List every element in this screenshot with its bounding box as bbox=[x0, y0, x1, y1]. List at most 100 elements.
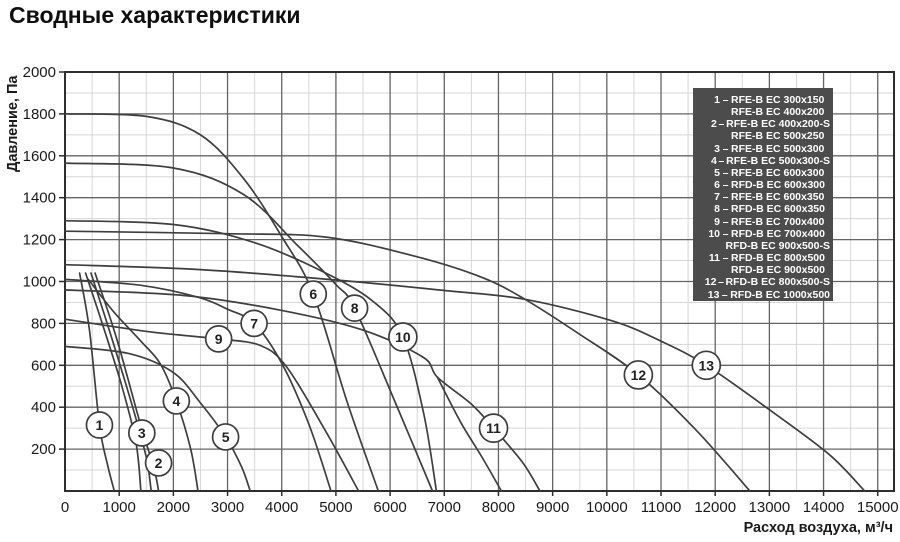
legend-dash: – bbox=[722, 166, 729, 179]
legend-dash: – bbox=[718, 276, 724, 289]
x-tick-label: 9000 bbox=[536, 499, 569, 516]
legend-dash bbox=[720, 130, 731, 142]
legend: 1– RFE-B EC 300x150 RFE-B EC 400x200 2– RFE-… bbox=[693, 88, 833, 301]
legend-model-label: RFE-B EC 500x300-S bbox=[726, 154, 830, 167]
svg-text:9: 9 bbox=[215, 331, 223, 347]
y-tick-label: 1200 bbox=[23, 232, 56, 249]
legend-model-label: RFE-B EC 600x350 bbox=[731, 191, 825, 204]
legend-row: 1– RFE-B EC 300x150 bbox=[700, 94, 830, 106]
legend-model-label: RFD-B EC 600x350 bbox=[731, 203, 825, 216]
legend-row: 10– RFD-B EC 700x400 bbox=[700, 228, 830, 240]
legend-curve-number: 2 bbox=[711, 118, 717, 131]
svg-text:7: 7 bbox=[250, 315, 258, 331]
y-tick-label: 1800 bbox=[23, 106, 56, 123]
curve-5 bbox=[64, 345, 252, 492]
legend-dash: – bbox=[722, 191, 729, 204]
curve-label-3: 3 bbox=[127, 419, 156, 447]
curve-3 bbox=[84, 272, 142, 492]
legend-model-label: RFE-B EC 500x300 bbox=[731, 142, 825, 155]
curve-6 bbox=[64, 113, 380, 492]
legend-curve-number: 4 bbox=[711, 154, 717, 167]
y-tick-label: 400 bbox=[31, 399, 56, 416]
svg-text:8: 8 bbox=[351, 300, 359, 316]
curve-label-2: 2 bbox=[144, 449, 173, 477]
y-tick-label: 600 bbox=[31, 357, 56, 374]
chart-title: Сводные характеристики bbox=[9, 2, 301, 28]
legend-curve-number: 6 bbox=[714, 179, 720, 192]
curve-label-7: 7 bbox=[240, 309, 268, 338]
legend-curve-number bbox=[700, 106, 720, 118]
legend-row: 13– RFD-B EC 1000x500 bbox=[700, 289, 830, 301]
legend-curve-number: 8 bbox=[714, 203, 720, 216]
curve-8 bbox=[64, 162, 434, 492]
curve-label-5: 5 bbox=[211, 423, 240, 451]
x-tick-label: 1000 bbox=[102, 499, 135, 516]
x-tick-label: 2000 bbox=[157, 499, 190, 516]
legend-row: 11– RFD-B EC 800x500 bbox=[700, 252, 830, 264]
legend-curve-number: 3 bbox=[714, 142, 720, 155]
legend-model-label: RFE-B EC 700x400 bbox=[731, 215, 825, 228]
legend-dash bbox=[720, 264, 731, 276]
y-tick-label: 1000 bbox=[23, 274, 56, 291]
legend-model-label: RFD-B EC 600x300 bbox=[731, 179, 825, 192]
legend-model-label: RFD-B EC 800x500 bbox=[731, 252, 825, 265]
curve-label-8: 8 bbox=[340, 294, 369, 322]
y-axis-title: Давление, Па bbox=[5, 75, 21, 172]
legend-row: RFE-B EC 500x250 bbox=[700, 130, 830, 142]
legend-model-label: RFE-B EC 400x200-S bbox=[726, 118, 830, 131]
legend-row: 12– RFD-B EC 800x500-S bbox=[700, 276, 830, 288]
x-axis-title: Расход воздуха, м³/ч bbox=[744, 520, 893, 536]
x-tick-label: 4000 bbox=[265, 499, 298, 516]
legend-curve-number bbox=[700, 264, 720, 276]
svg-text:11: 11 bbox=[486, 420, 501, 436]
curve-12 bbox=[64, 230, 751, 492]
legend-dash: – bbox=[722, 94, 729, 106]
legend-dash: – bbox=[721, 288, 728, 301]
curve-10 bbox=[64, 219, 438, 492]
curve-label-6: 6 bbox=[299, 280, 328, 308]
legend-curve-number: 11 bbox=[708, 252, 720, 265]
x-tick-label: 15000 bbox=[857, 499, 899, 516]
svg-text:5: 5 bbox=[222, 429, 230, 445]
curve-label-4: 4 bbox=[162, 387, 191, 415]
legend-dash bbox=[716, 240, 725, 252]
curve-label-10: 10 bbox=[388, 322, 418, 352]
x-tick-label: 7000 bbox=[428, 499, 461, 516]
legend-dash: – bbox=[722, 203, 729, 216]
curve-label-13: 13 bbox=[691, 350, 722, 381]
x-tick-label: 6000 bbox=[373, 499, 406, 516]
svg-text:10: 10 bbox=[395, 329, 411, 345]
y-tick-label: 200 bbox=[31, 441, 56, 458]
legend-dash: – bbox=[718, 118, 725, 131]
svg-text:2: 2 bbox=[155, 455, 163, 471]
axis-ticks: 0 1000 2000 3000 4000 5000 6000 7000 8000 9000 100… bbox=[23, 64, 899, 516]
legend-curve-number: 7 bbox=[714, 191, 720, 204]
legend-dash: – bbox=[722, 252, 729, 265]
legend-model-label: RFD-B EC 700x400 bbox=[731, 227, 825, 240]
y-tick-label: 2000 bbox=[23, 64, 56, 81]
curve-label-9: 9 bbox=[204, 325, 233, 353]
grid-major bbox=[65, 72, 894, 491]
legend-curve-number: 5 bbox=[714, 166, 720, 179]
curve-9 bbox=[64, 318, 360, 492]
legend-row: 9– RFE-B EC 700x400 bbox=[700, 216, 830, 228]
curve-4 bbox=[87, 278, 199, 492]
legend-curve-number bbox=[700, 130, 720, 142]
x-tick-label: 3000 bbox=[211, 499, 244, 516]
legend-row: 7– RFE-B EC 600x350 bbox=[700, 191, 830, 203]
legend-dash: – bbox=[722, 215, 729, 228]
legend-curve-number bbox=[700, 240, 716, 252]
legend-curve-number: 9 bbox=[714, 215, 720, 228]
x-tick-label: 13000 bbox=[749, 499, 791, 516]
svg-text:1: 1 bbox=[96, 417, 104, 433]
legend-row: 6– RFD-B EC 600x300 bbox=[700, 179, 830, 191]
legend-curve-number: 12 bbox=[704, 276, 717, 289]
legend-model-label: RFD-B EC 800x500-S bbox=[725, 276, 830, 289]
y-tick-label: 1600 bbox=[23, 148, 56, 165]
legend-dash: – bbox=[722, 142, 729, 155]
legend-dash bbox=[720, 106, 731, 118]
x-tick-label: 14000 bbox=[803, 499, 845, 516]
legend-model-label: RFE-B EC 600x300 bbox=[731, 166, 825, 179]
legend-dash: – bbox=[718, 154, 725, 167]
